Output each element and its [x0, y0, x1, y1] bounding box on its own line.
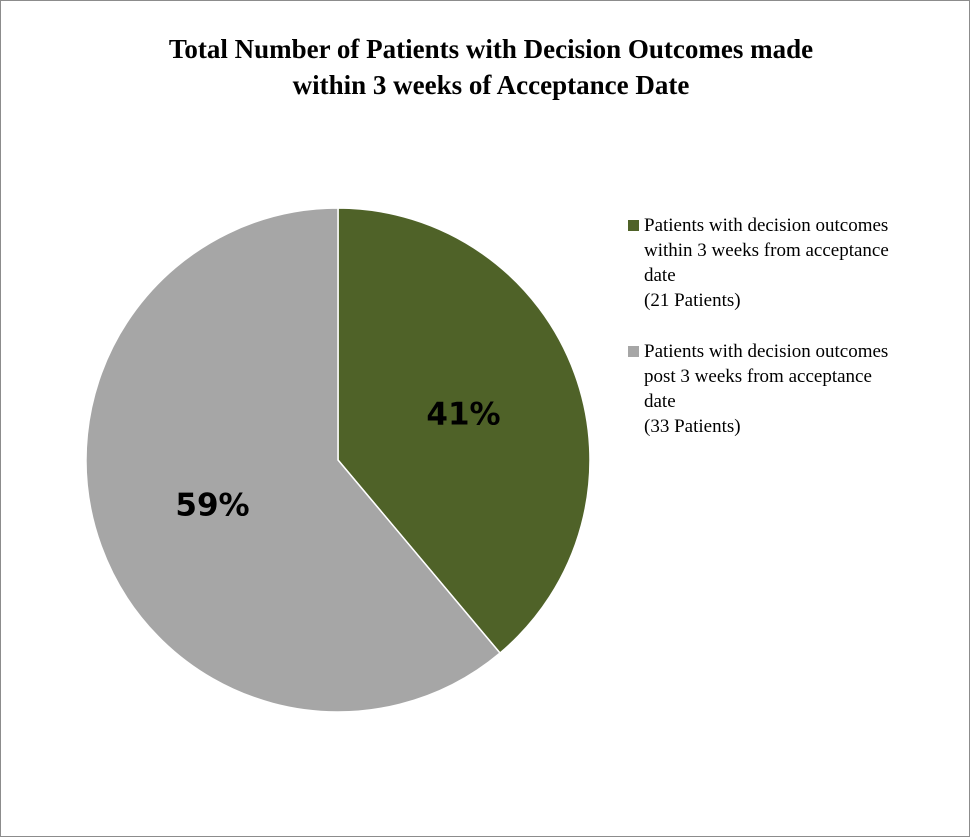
legend-label-within-3-weeks: Patients with decision outcomes within 3… — [644, 215, 889, 311]
legend-label-post-3-weeks: Patients with decision outcomes post 3 w… — [644, 341, 889, 437]
chart-title-line-2: within 3 weeks of Acceptance Date — [292, 70, 690, 100]
chart-title: Total Number of Patients with Decision O… — [61, 31, 921, 103]
data-label-within-3-weeks: 41% — [426, 396, 500, 432]
data-label-post-3-weeks: 59% — [175, 488, 249, 524]
legend-swatch-post-3-weeks — [628, 346, 639, 357]
legend-entry-post-3-weeks: Patients with decision outcomes post 3 w… — [628, 339, 958, 439]
chart-legend: Patients with decision outcomes within 3… — [628, 213, 958, 465]
chart-title-line-1: Total Number of Patients with Decision O… — [168, 34, 814, 64]
pie-slice-post-3-weeks — [85, 207, 502, 713]
legend-entry-within-3-weeks: Patients with decision outcomes within 3… — [628, 213, 958, 313]
pie-slice-within-3-weeks — [337, 207, 591, 655]
legend-swatch-within-3-weeks — [628, 220, 639, 231]
